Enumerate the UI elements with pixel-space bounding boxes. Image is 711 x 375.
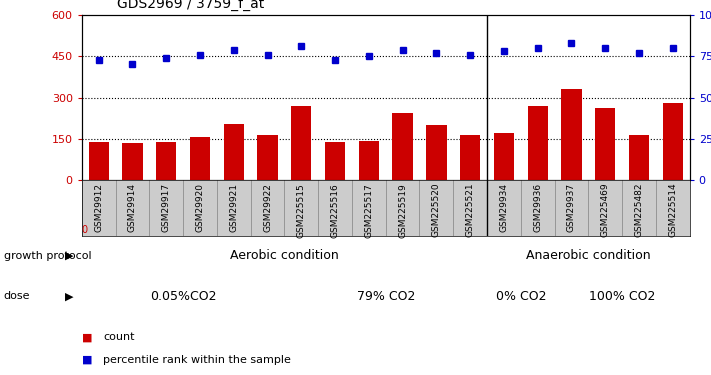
Text: 100% CO2: 100% CO2 (589, 290, 656, 303)
Bar (190, 137, 210, 180)
Text: count: count (103, 333, 134, 342)
Text: GSM29921: GSM29921 (229, 183, 238, 232)
Bar (426, 125, 447, 180)
Bar (122, 143, 142, 180)
Text: growth protocol: growth protocol (4, 251, 91, 261)
Text: GSM225516: GSM225516 (331, 183, 340, 238)
Text: GSM225520: GSM225520 (432, 183, 441, 237)
Bar (257, 135, 277, 180)
Bar (629, 135, 649, 180)
Bar (358, 141, 379, 180)
Text: ■: ■ (82, 333, 92, 342)
Bar (460, 135, 480, 180)
Text: GSM29914: GSM29914 (128, 183, 137, 232)
Text: GSM225514: GSM225514 (668, 183, 678, 237)
Text: GSM29920: GSM29920 (196, 183, 205, 232)
Bar (392, 112, 412, 180)
Bar (156, 142, 176, 180)
Text: GSM29934: GSM29934 (499, 183, 508, 232)
Text: 0: 0 (82, 225, 88, 235)
Text: GSM29937: GSM29937 (567, 183, 576, 232)
Text: 0.05%CO2: 0.05%CO2 (150, 290, 216, 303)
Bar (528, 106, 547, 180)
Text: GSM29936: GSM29936 (533, 183, 542, 232)
Text: GSM29922: GSM29922 (263, 183, 272, 232)
Bar (325, 142, 345, 180)
Bar (595, 108, 616, 180)
Text: GDS2969 / 3759_f_at: GDS2969 / 3759_f_at (117, 0, 264, 11)
Text: GSM225469: GSM225469 (601, 183, 610, 237)
Bar (493, 133, 514, 180)
Bar (89, 141, 109, 180)
Text: percentile rank within the sample: percentile rank within the sample (103, 355, 291, 365)
Bar (561, 89, 582, 180)
Text: Anaerobic condition: Anaerobic condition (526, 249, 651, 262)
Text: ■: ■ (82, 355, 92, 365)
Text: Aerobic condition: Aerobic condition (230, 249, 338, 262)
Text: 0% CO2: 0% CO2 (496, 290, 546, 303)
Text: ▶: ▶ (65, 251, 73, 261)
Bar (663, 103, 683, 180)
Text: GSM29912: GSM29912 (94, 183, 103, 232)
Text: GSM225519: GSM225519 (398, 183, 407, 238)
Text: GSM29917: GSM29917 (161, 183, 171, 232)
Text: dose: dose (4, 291, 30, 301)
Text: 79% CO2: 79% CO2 (356, 290, 415, 303)
Text: ▶: ▶ (65, 291, 73, 301)
Text: GSM225521: GSM225521 (466, 183, 475, 237)
Text: GSM225517: GSM225517 (364, 183, 373, 238)
Bar (223, 124, 244, 180)
Text: GSM225515: GSM225515 (296, 183, 306, 238)
Text: GSM225482: GSM225482 (634, 183, 643, 237)
Bar (292, 106, 311, 180)
